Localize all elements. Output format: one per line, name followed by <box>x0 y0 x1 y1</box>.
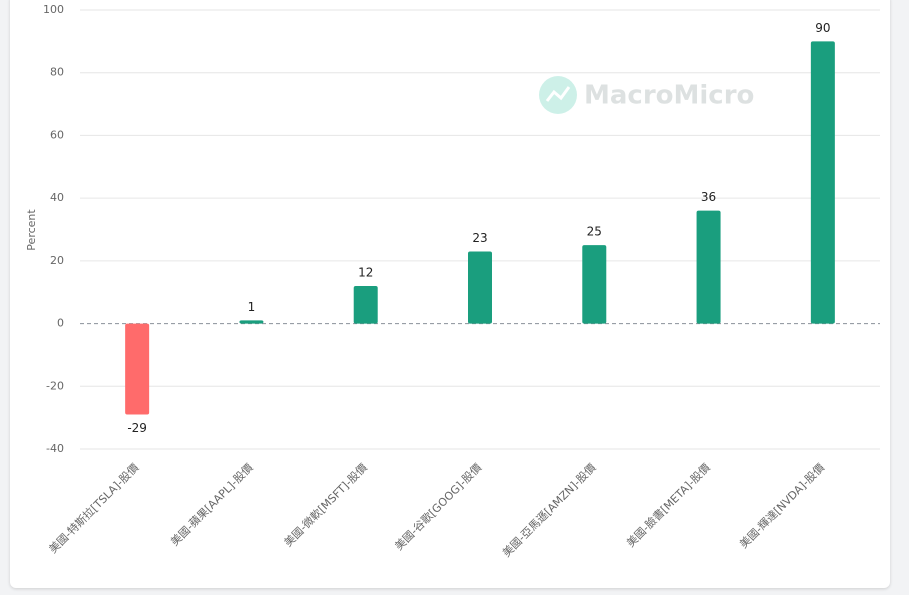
bar <box>696 210 721 324</box>
bar <box>468 251 492 324</box>
y-tick-label: 80 <box>50 66 64 79</box>
bar <box>353 285 378 324</box>
bar <box>582 245 607 324</box>
x-tick-label: 美國-微軟[MSFT]-股價 <box>281 460 370 549</box>
card <box>10 0 890 588</box>
watermark: MacroMicro <box>539 76 754 114</box>
x-tick-label: 美國-谷歌[GOOG]-股價 <box>392 460 485 553</box>
x-tick-label: 美國-蘋果[AAPL]-股價 <box>168 460 256 548</box>
watermark-text: MacroMicro <box>584 81 754 111</box>
y-tick-label: -40 <box>46 442 64 455</box>
watermark-icon <box>545 86 571 102</box>
value-label: 23 <box>472 231 487 245</box>
value-label: -29 <box>127 421 147 435</box>
x-tick-label: 美國-特斯拉[TSLA]-股價 <box>46 460 142 556</box>
value-label: 25 <box>587 225 602 239</box>
value-label: 12 <box>358 265 373 279</box>
bar <box>239 320 264 324</box>
y-tick-label: 100 <box>43 3 64 16</box>
x-tick-label: 美國-亞馬遜[AMZN]-股價 <box>499 460 598 559</box>
y-tick-label: 0 <box>57 317 64 330</box>
x-tick-label: 美國-輝達[NVDA]-股價 <box>737 460 828 551</box>
y-tick-label: 40 <box>50 191 64 204</box>
value-label: 1 <box>248 300 256 314</box>
y-tick-label: 60 <box>50 128 64 141</box>
watermark-logo <box>539 76 577 114</box>
value-label: 90 <box>815 21 830 35</box>
x-tick-label: 美國-臉書[META]-股價 <box>623 460 712 549</box>
bar <box>810 41 835 324</box>
y-axis-label: Percent <box>25 209 38 251</box>
value-label: 36 <box>701 190 716 204</box>
y-tick-label: -20 <box>46 379 64 392</box>
y-tick-label: 20 <box>50 254 64 267</box>
bar <box>125 323 150 415</box>
